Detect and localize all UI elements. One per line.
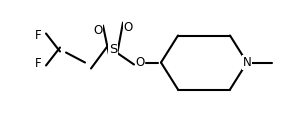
Text: N: N xyxy=(243,56,251,69)
Text: O: O xyxy=(93,24,103,37)
Text: S: S xyxy=(109,43,117,56)
Text: O: O xyxy=(135,56,145,69)
Text: O: O xyxy=(123,21,133,34)
Text: F: F xyxy=(35,29,41,42)
Text: F: F xyxy=(35,57,41,70)
